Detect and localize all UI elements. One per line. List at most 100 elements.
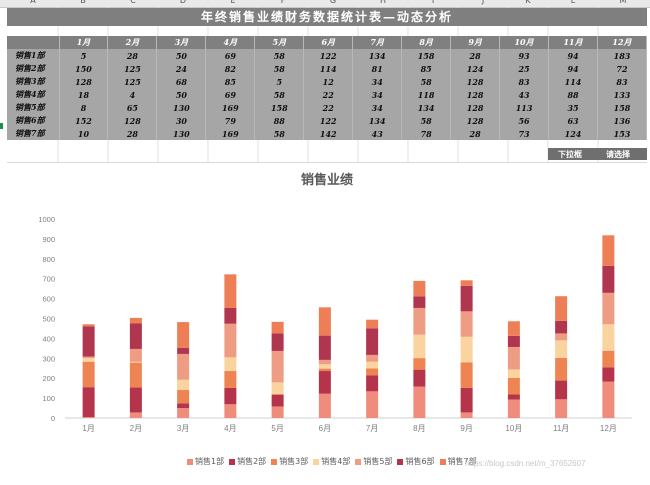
value-cell[interactable]: 122 [303, 49, 354, 62]
value-cell[interactable]: 153 [597, 127, 648, 140]
bar-segment[interactable] [271, 394, 284, 407]
bar-segment[interactable] [318, 393, 331, 418]
bar-segment[interactable] [413, 386, 426, 418]
bar-segment[interactable] [555, 340, 568, 358]
bar-segment[interactable] [507, 321, 520, 336]
bar-segment[interactable] [366, 391, 379, 418]
bar-segment[interactable] [271, 406, 284, 418]
bar-segment[interactable] [177, 379, 190, 390]
bar-segment[interactable] [82, 387, 95, 418]
bar-segment[interactable] [224, 404, 237, 418]
bar-segment[interactable] [82, 358, 95, 362]
month-header-cell[interactable]: 5月 [254, 36, 305, 49]
value-cell[interactable]: 169 [205, 101, 256, 114]
value-cell[interactable]: 130 [156, 127, 207, 140]
bar-segment[interactable] [82, 361, 95, 388]
value-cell[interactable]: 114 [548, 75, 598, 88]
month-header-cell[interactable]: 6月 [303, 36, 354, 49]
value-cell[interactable]: 22 [303, 101, 354, 114]
bar-segment[interactable] [177, 347, 190, 354]
bar-segment[interactable] [224, 323, 237, 358]
bar-segment[interactable] [318, 371, 331, 394]
value-cell[interactable]: 58 [254, 49, 305, 62]
bar-segment[interactable] [602, 235, 615, 266]
month-header-cell[interactable]: 11月 [548, 36, 598, 49]
bar-segment[interactable] [224, 307, 237, 324]
bar-segment[interactable] [177, 403, 190, 409]
value-cell[interactable]: 43 [499, 88, 550, 101]
legend-item[interactable]: 销售1部 [187, 456, 224, 467]
bar-segment[interactable] [602, 367, 615, 382]
row-label-cell[interactable]: 销售6部 [7, 114, 60, 127]
bar-segment[interactable] [602, 350, 615, 368]
value-cell[interactable]: 82 [205, 62, 256, 75]
bar-segment[interactable] [129, 317, 142, 324]
bar-segment[interactable] [460, 336, 473, 363]
month-header-cell[interactable]: 9月 [450, 36, 501, 49]
bar-segment[interactable] [413, 280, 426, 297]
value-cell[interactable]: 94 [548, 62, 598, 75]
bar-segment[interactable] [271, 350, 284, 383]
bar-segment[interactable] [271, 321, 284, 334]
bar-segment[interactable] [224, 371, 237, 388]
column-letter-C[interactable]: C [130, 0, 136, 5]
value-cell[interactable]: 88 [548, 88, 598, 101]
value-cell[interactable]: 12 [303, 75, 354, 88]
value-cell[interactable]: 5 [254, 75, 305, 88]
value-cell[interactable]: 152 [59, 114, 109, 127]
dropdown-button[interactable]: 下拉框 [558, 149, 582, 159]
value-cell[interactable]: 128 [450, 101, 501, 114]
value-cell[interactable]: 10 [59, 127, 109, 140]
value-cell[interactable]: 56 [499, 114, 550, 127]
value-cell[interactable]: 69 [205, 88, 256, 101]
value-cell[interactable]: 81 [352, 62, 403, 75]
value-cell[interactable]: 130 [156, 101, 207, 114]
value-cell[interactable]: 28 [450, 127, 501, 140]
value-cell[interactable]: 72 [597, 62, 648, 75]
value-cell[interactable]: 134 [352, 114, 403, 127]
bar-segment[interactable] [318, 307, 331, 336]
legend-item[interactable]: 销售2部 [229, 456, 266, 467]
value-cell[interactable]: 28 [107, 49, 158, 62]
value-cell[interactable]: 34 [352, 75, 403, 88]
value-cell[interactable]: 150 [59, 62, 109, 75]
value-cell[interactable]: 142 [303, 127, 354, 140]
row-label-cell[interactable]: 销售5部 [7, 101, 60, 114]
column-letter-I[interactable]: I [431, 0, 435, 5]
bar-segment[interactable] [507, 369, 520, 379]
column-letter-G[interactable]: G [329, 0, 337, 5]
row-label-cell[interactable]: 销售1部 [7, 49, 60, 62]
month-header-cell[interactable]: 12月 [597, 36, 648, 49]
column-letter-E[interactable]: E [230, 0, 236, 5]
bar-segment[interactable] [602, 292, 615, 325]
bar-segment[interactable] [602, 324, 615, 351]
value-cell[interactable]: 5 [59, 49, 109, 62]
bar-segment[interactable] [366, 361, 379, 369]
bar-segment[interactable] [318, 335, 331, 360]
value-cell[interactable]: 68 [156, 75, 207, 88]
bar-segment[interactable] [507, 346, 520, 370]
column-letter-D[interactable]: D [179, 0, 187, 5]
value-cell[interactable]: 58 [254, 62, 305, 75]
value-cell[interactable]: 58 [401, 75, 452, 88]
bar-segment[interactable] [366, 368, 379, 376]
value-cell[interactable]: 73 [499, 127, 550, 140]
value-cell[interactable]: 124 [548, 127, 598, 140]
bar-segment[interactable] [460, 285, 473, 312]
month-header-cell[interactable]: 1月 [59, 36, 109, 49]
column-letter-B[interactable]: B [80, 0, 86, 5]
value-cell[interactable]: 124 [450, 62, 501, 75]
bar-segment[interactable] [82, 324, 95, 327]
bar-segment[interactable] [507, 394, 520, 400]
month-header-cell[interactable]: 3月 [156, 36, 207, 49]
legend-item[interactable]: 销售4部 [313, 456, 350, 467]
value-cell[interactable]: 18 [59, 88, 109, 101]
bar-segment[interactable] [177, 353, 190, 380]
bar-segment[interactable] [460, 362, 473, 388]
bar-segment[interactable] [224, 387, 237, 405]
bar-segment[interactable] [82, 326, 95, 357]
bar-segment[interactable] [224, 274, 237, 308]
bar-segment[interactable] [507, 378, 520, 395]
bar-segment[interactable] [602, 381, 615, 418]
value-cell[interactable]: 58 [254, 88, 305, 101]
